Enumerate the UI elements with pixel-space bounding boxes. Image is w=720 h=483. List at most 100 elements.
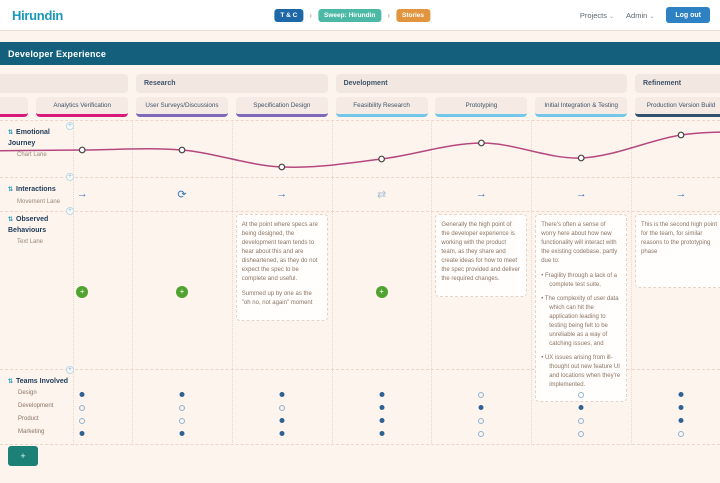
team-dot-active[interactable] [279,430,285,436]
chevron-down-icon: ⌄ [649,13,655,20]
team-dot-inactive[interactable] [478,430,485,437]
behaviour-note-card[interactable]: Generally the high point of the develope… [435,214,528,297]
breadcrumb-separator-icon: › [309,10,313,20]
team-dot-active[interactable] [678,391,684,397]
phase-header[interactable]: Refinement [635,74,720,93]
team-dot-active[interactable] [478,404,484,410]
column-separator [132,120,133,445]
team-row-label: Development [18,403,54,409]
arrow-right-icon[interactable]: → [76,188,88,200]
lane-type-label: Movement Lane [17,198,61,205]
journey-point[interactable] [478,139,485,147]
phase-header[interactable]: Research [136,74,328,93]
column-header[interactable] [0,97,29,117]
team-dot-inactive[interactable] [478,391,485,398]
emotional-journey-chart[interactable] [0,120,720,178]
column-separator [631,120,632,445]
team-dot-inactive[interactable] [278,404,285,411]
arrow-right-icon[interactable]: → [575,188,587,200]
team-dot-active[interactable] [379,391,385,397]
reorder-lane-icon[interactable]: ⇅ [8,217,14,223]
column-header[interactable]: Prototyping [435,97,528,117]
add-node-button[interactable]: + [66,366,74,374]
team-dot-inactive[interactable] [179,404,185,411]
arrow-right-icon[interactable]: → [675,188,687,200]
phase-header[interactable] [0,74,129,93]
team-row-label: Marketing [18,429,45,435]
top-bar: Hirundin T & C › Sweep: Hirundin › Stories P… [0,0,720,31]
lane-separator [0,177,720,178]
reorder-lane-icon[interactable]: ⇅ [8,187,14,193]
team-dot-inactive[interactable] [578,391,585,398]
team-dot-inactive[interactable] [179,417,185,424]
app-logo[interactable]: Hirundin [12,8,64,23]
column-header[interactable]: Production Version Build [635,97,720,117]
cycle-icon[interactable]: ⟳ [177,189,187,201]
lane-separator [0,120,720,121]
team-dot-inactive[interactable] [578,430,585,437]
reorder-lane-icon[interactable]: ⇅ [8,130,14,136]
add-lane-button[interactable]: + [8,446,38,466]
journey-point[interactable] [278,163,286,171]
team-dot-active[interactable] [379,404,385,410]
behaviour-note-card[interactable]: There's often a sense of worry here abou… [535,214,628,402]
reorder-lane-icon[interactable]: ⇅ [8,379,14,385]
lane-separator [0,369,720,370]
add-note-button[interactable]: + [375,286,388,298]
projects-menu[interactable]: Projects ⌄ [579,10,615,20]
breadcrumb-item[interactable]: Sweep: Hirundin [318,8,382,22]
team-dot-active[interactable] [79,391,85,397]
add-node-button[interactable]: + [66,122,74,130]
phase-header[interactable]: Development [335,74,628,93]
lane-label-interactions: ⇅ Interactions Movement Lane [8,185,70,205]
team-dot-active[interactable] [279,391,285,397]
journey-point[interactable] [577,154,585,162]
lane-separator [0,211,720,212]
behaviour-note-card[interactable]: At the point where specs are being desig… [235,214,328,321]
breadcrumb-item[interactable]: T & C [274,8,304,22]
column-header[interactable]: Analytics Verification [36,97,129,117]
team-dot-active[interactable] [379,417,385,423]
swap-arrows-icon[interactable]: ⇄ [376,189,387,201]
team-dot-inactive[interactable] [678,430,684,437]
team-dot-active[interactable] [678,417,684,423]
team-dot-inactive[interactable] [79,417,86,424]
journey-point[interactable] [78,146,86,154]
team-dot-active[interactable] [279,417,285,423]
lane-separator [0,444,720,445]
lane-type-label: Text Lane [17,239,44,245]
team-dot-active[interactable] [678,404,684,410]
team-dot-active[interactable] [79,430,85,436]
team-dot-inactive[interactable] [79,404,86,411]
team-dot-active[interactable] [179,391,185,397]
breadcrumb-item[interactable]: Stories [395,8,431,22]
team-dot-inactive[interactable] [578,417,585,424]
column-separator [231,120,233,445]
column-separator [531,120,533,445]
journey-point[interactable] [378,155,386,163]
team-dot-active[interactable] [179,430,185,436]
lane-label-observed-behaviours: ⇅ Observed Behaviours Text Lane [8,215,70,245]
team-dot-active[interactable] [379,430,385,436]
column-separator [431,120,433,445]
journey-point[interactable] [677,131,685,139]
team-dot-active[interactable] [578,404,584,410]
add-note-button[interactable]: + [176,286,188,298]
chevron-down-icon: ⌄ [609,13,615,20]
add-note-button[interactable]: + [76,286,89,298]
lane-label-emotional-journey: ⇅ Emotional Journey Chart Lane [8,128,70,158]
column-header[interactable]: Feasibility Research [335,97,428,117]
logout-button[interactable]: Log out [666,7,710,23]
admin-menu[interactable]: Admin ⌄ [626,10,655,20]
behaviour-note-card[interactable]: This is the second high point for the te… [635,214,720,288]
arrow-right-icon[interactable]: → [475,188,487,200]
add-node-button[interactable]: + [66,207,74,215]
column-header[interactable]: User Surveys/Discussions [136,97,228,117]
team-dot-inactive[interactable] [478,417,485,424]
add-node-button[interactable]: + [66,173,74,181]
column-separator [331,120,333,445]
arrow-right-icon[interactable]: → [276,188,288,200]
journey-point[interactable] [178,146,186,154]
column-header[interactable]: Initial Integration & Testing [535,97,628,117]
column-header[interactable]: Specification Design [235,97,328,117]
